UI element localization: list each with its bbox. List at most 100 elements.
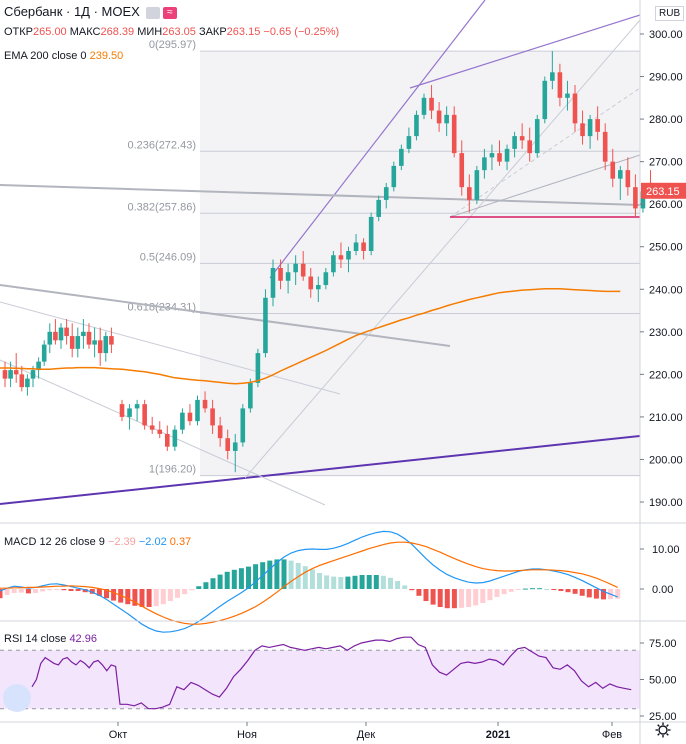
- macd-histogram-bar: [522, 588, 528, 590]
- candle-body: [263, 297, 268, 354]
- macd-histogram-bar: [537, 588, 543, 590]
- macd-histogram-bar: [480, 589, 486, 603]
- symbol-title: Сбербанк · 1Д · MOEX: [4, 4, 140, 19]
- macd-histogram-bar: [175, 589, 180, 598]
- candle-body: [391, 165, 397, 188]
- macd-histogram-bar: [47, 589, 53, 591]
- rsi-tick-label: 50.00: [649, 675, 677, 687]
- candle-body: [210, 408, 215, 426]
- macd-histogram-bar: [402, 585, 408, 589]
- macd-histogram-bar: [572, 589, 578, 594]
- compare-icon[interactable]: ≈: [162, 7, 177, 20]
- macd-histogram-bar: [530, 588, 535, 590]
- candle-body: [376, 199, 381, 217]
- candle-body: [217, 425, 223, 439]
- candle-body: [618, 170, 623, 179]
- macd-histogram-bar: [515, 589, 521, 590]
- candle-body: [75, 336, 81, 349]
- eye-icon[interactable]: [145, 7, 160, 20]
- candle-body: [240, 408, 246, 443]
- price-tick-label: 210.00: [649, 412, 683, 424]
- candle-body: [383, 187, 389, 200]
- macd-histogram-bar: [132, 589, 138, 606]
- macd-histogram-bar: [459, 589, 464, 608]
- candle-body: [504, 148, 510, 162]
- price-tick-label: 250.00: [649, 242, 683, 254]
- rsi-tick-label: 75.00: [649, 638, 677, 650]
- last-price-tag-text: 263.15: [646, 186, 680, 198]
- candle-body: [602, 131, 608, 162]
- trend-line-gray: [0, 284, 451, 347]
- candle-body: [399, 148, 404, 166]
- fib-level-label: 0(295.97): [149, 39, 196, 51]
- channel-line-thin: [0, 301, 341, 395]
- macd-histogram-bar: [167, 589, 173, 601]
- channel-support-line: [0, 435, 641, 505]
- candle-body: [134, 404, 140, 409]
- macd-pane[interactable]: [0, 530, 621, 633]
- macd-histogram-bar: [430, 589, 436, 605]
- candle-body: [451, 114, 457, 154]
- macd-histogram-bar: [373, 575, 379, 589]
- ohlc-readout: ОТКР265.00 МАКС268.39 МИН263.05 ЗАКР263.…: [4, 26, 340, 38]
- candle-body: [142, 404, 147, 426]
- candle-body: [436, 110, 442, 124]
- macd-histogram-bar: [182, 589, 188, 595]
- macd-histogram-bar: [54, 589, 60, 590]
- price-tick-label: 190.00: [649, 497, 683, 509]
- macd-histogram-bar: [388, 577, 393, 589]
- macd-histogram-bar: [601, 589, 606, 600]
- currency-badge[interactable]: RUB: [655, 6, 685, 21]
- macd-histogram-bar: [317, 573, 322, 589]
- time-tick-label: 2021: [486, 729, 510, 741]
- candle-body: [625, 170, 631, 188]
- ema-200-line: [0, 288, 621, 385]
- candle-body: [195, 399, 200, 422]
- candle-body: [202, 399, 208, 409]
- macd-legend: MACD 12 26 close 9 −2.39 −2.02 0.37: [4, 536, 192, 548]
- candle-body: [2, 370, 8, 379]
- candle-body: [270, 268, 276, 298]
- candle-body: [127, 408, 132, 417]
- macd-histogram-bar: [189, 589, 195, 591]
- rsi-tick-label: 25.00: [649, 711, 677, 723]
- macd-histogram-bar: [345, 576, 351, 589]
- rsi-legend: RSI 14 close 42.96: [4, 633, 97, 645]
- candle-body: [444, 114, 449, 124]
- logo-icon[interactable]: [3, 684, 31, 712]
- candle-body: [587, 119, 593, 137]
- price-tick-label: 300.00: [649, 29, 683, 41]
- settings-gear-icon[interactable]: [655, 722, 671, 738]
- candle-body: [512, 136, 517, 149]
- candle-body: [255, 353, 261, 383]
- macd-histogram-bar: [615, 589, 621, 599]
- candle-body: [331, 255, 336, 273]
- macd-histogram-bar: [416, 589, 422, 596]
- candle-body: [519, 136, 525, 141]
- macd-histogram-bar: [33, 589, 38, 593]
- macd-tick-label: 0.00: [652, 584, 673, 596]
- rsi-pane[interactable]: [0, 636, 640, 710]
- candle-body: [414, 114, 419, 137]
- fib-level-label: 0.5(246.09): [140, 251, 196, 263]
- price-tick-label: 270.00: [649, 157, 683, 169]
- macd-histogram-bar: [111, 589, 117, 601]
- macd-histogram-bar: [395, 581, 401, 589]
- candle-body: [103, 336, 109, 354]
- candle-body: [19, 374, 25, 388]
- price-tick-label: 220.00: [649, 369, 683, 381]
- macd-histogram-bar: [238, 568, 244, 589]
- candle-body: [353, 242, 359, 251]
- candle-body: [482, 157, 487, 171]
- candle-body: [572, 93, 578, 124]
- price-pane[interactable]: 0(295.97) 0.236(272.43) 0.382(257.86) 0.5(2…: [0, 0, 653, 506]
- macd-histogram-bar: [508, 589, 514, 592]
- candle-body: [53, 331, 58, 341]
- candle-body: [534, 119, 540, 154]
- macd-histogram-bar: [153, 589, 159, 607]
- macd-histogram-bar: [139, 589, 145, 607]
- macd-histogram-bar: [96, 589, 102, 596]
- trend-line: [409, 14, 641, 89]
